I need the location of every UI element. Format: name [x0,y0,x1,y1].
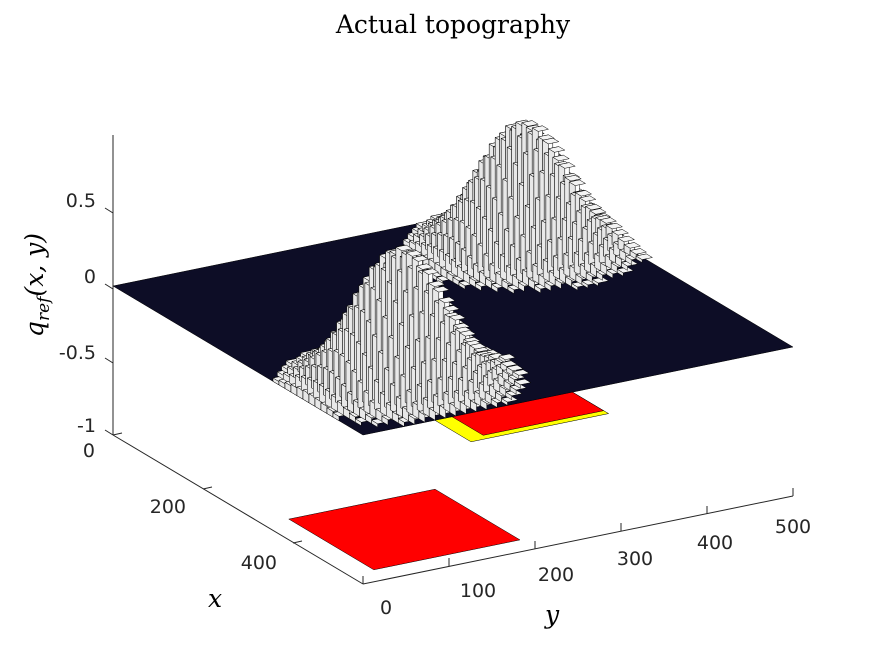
surface-cell-1358 [448,314,467,321]
surface-cell-1397 [547,146,566,153]
surface-cell-1673 [589,208,607,215]
axis-labels: x y qref(x, y) [20,233,560,629]
surface-cell-1817 [611,229,630,236]
surface-cell-1850 [617,235,636,243]
z-axis-label-sub: ref [34,294,54,321]
z-axis-label-args: (x, y) [20,233,49,297]
x-tick-label-1: 200 [150,496,186,518]
chart-title: Actual topography [335,10,571,39]
y-tick-label-0: 0 [380,597,392,619]
y-tick-label-1: 100 [460,580,496,602]
x-axis-label: x [208,584,222,613]
z-tick-label-2: -0.5 [59,342,96,364]
z-tick-0 [104,207,114,214]
floor-patch-0 [288,488,521,571]
x-axis-line [112,434,364,585]
surface-cell-1865 [623,242,642,249]
y-axis-label: y [544,600,560,629]
z-tick-2 [104,357,114,364]
surface-cell-1022 [415,263,434,270]
y-tick-label-4: 400 [697,532,733,554]
axes [112,135,794,585]
surface-cell-1748 [506,364,524,372]
surface-cell-1232 [531,125,550,132]
surface-cell-1829 [513,378,532,385]
surface-cell-1646 [498,353,517,360]
surface-cell-1400 [552,154,570,162]
surface-cell-1274 [438,296,456,304]
surface-cell-1319 [541,137,560,145]
z-tick-1 [104,283,114,290]
surface-cell-1145 [521,120,539,127]
z-tick-label-1: 0 [84,266,96,288]
y-axis-line [362,495,794,585]
surface-cell-1727 [599,217,618,224]
z-axis-label-main: q [20,321,49,337]
surface-cell-1793 [512,369,530,376]
surface-cell-1193 [432,286,450,293]
surface-cell-845 [395,244,413,252]
surface-cell-1775 [605,222,624,230]
z-tick-3 [104,429,114,436]
z-axis-label: qref(x, y) [20,233,54,337]
y-tick-label-3: 300 [617,548,653,570]
x-tick-1 [202,486,213,490]
surface-cell-932 [405,250,424,257]
surface-cell-1436 [458,330,477,337]
surface-cell-1190 [427,280,446,287]
z-tick-label-0: 0.5 [66,190,96,212]
surface-cell-1670 [584,204,603,211]
surface [112,119,794,436]
x-tick-label-0: 0 [83,440,95,462]
surface-cell-1277 [442,305,461,312]
tick-labels: 0.5 0 -0.5 -1 0 200 400 0 100 200 300 40… [59,190,811,619]
z-tick-label-3: -1 [77,415,96,437]
y-tick-label-5: 500 [775,516,811,538]
surface-cell-1544 [568,179,587,186]
surface-cell-1700 [500,360,518,367]
surface-cell-1607 [574,190,593,197]
x-tick-2 [292,540,303,544]
surface-cell-1103 [421,268,440,275]
surface-cell-1877 [629,248,648,255]
surface-cell-1880 [635,253,654,260]
y-tick-label-2: 200 [538,564,574,586]
surface-cell-1019 [411,255,430,262]
surface-cell-1541 [564,175,582,182]
x-tick-0 [112,432,123,436]
ticks [104,207,794,584]
surface-cell-1472 [558,162,576,169]
x-tick-label-2: 400 [241,552,277,574]
surface-cell-1610 [578,195,597,202]
